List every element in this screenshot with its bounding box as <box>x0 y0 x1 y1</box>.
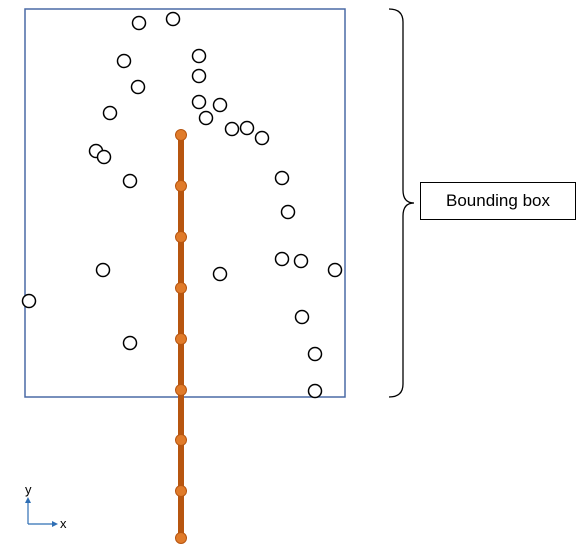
point-circle <box>307 346 323 362</box>
point-circle <box>191 48 207 64</box>
bounding-box-label: Bounding box <box>420 182 576 220</box>
point-circle <box>239 120 255 136</box>
point-cloud <box>21 11 343 399</box>
point-circle <box>293 253 309 269</box>
skeleton-node <box>175 282 187 294</box>
point-circle <box>274 170 290 186</box>
point-circle <box>165 11 181 27</box>
point-circle <box>122 335 138 351</box>
point-circle <box>327 262 343 278</box>
skeleton-node <box>175 434 187 446</box>
skeleton-node <box>175 333 187 345</box>
skeleton-node <box>175 180 187 192</box>
skeleton-node <box>175 129 187 141</box>
point-circle <box>307 383 323 399</box>
axis-y-arrow-icon <box>25 497 31 503</box>
point-circle <box>130 79 146 95</box>
point-circle <box>212 97 228 113</box>
point-circle <box>191 94 207 110</box>
skeleton-nodes <box>175 129 187 544</box>
point-circle <box>212 266 228 282</box>
axis-x-label: x <box>60 516 67 531</box>
point-circle <box>198 110 214 126</box>
point-circle <box>131 15 147 31</box>
point-circle <box>294 309 310 325</box>
point-circle <box>96 149 112 165</box>
skeleton-node <box>175 485 187 497</box>
axis-x-arrow-icon <box>52 521 58 527</box>
point-circle <box>102 105 118 121</box>
point-circle <box>274 251 290 267</box>
point-circle <box>254 130 270 146</box>
bounding-box-rect <box>24 8 346 398</box>
point-circle <box>122 173 138 189</box>
point-circle <box>191 68 207 84</box>
axis-indicator: y x <box>25 482 67 531</box>
axis-y-label: y <box>25 482 32 497</box>
skeleton-node <box>175 532 187 544</box>
point-circle <box>21 293 37 309</box>
skeleton-node <box>175 231 187 243</box>
point-circle <box>224 121 240 137</box>
bounding-box-bracket <box>388 8 415 398</box>
skeleton-node <box>175 384 187 396</box>
point-circle <box>95 262 111 278</box>
point-circle <box>280 204 296 220</box>
point-circle <box>116 53 132 69</box>
